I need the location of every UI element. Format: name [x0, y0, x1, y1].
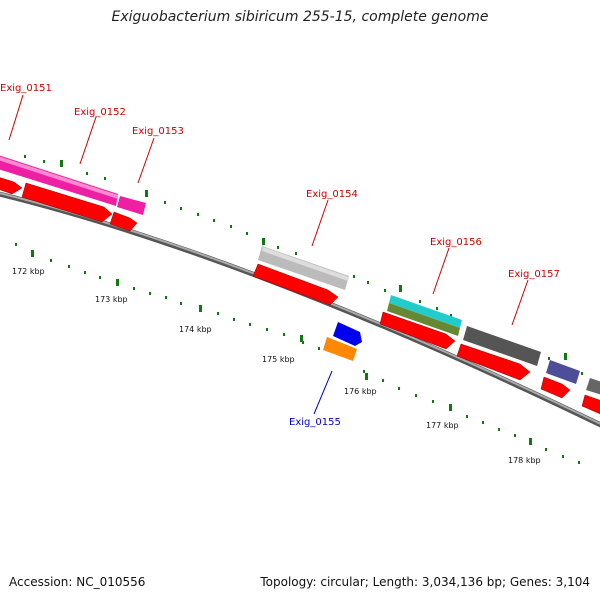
map-title: Exiguobacterium sibiricum 255-15, comple… [111, 9, 489, 25]
tick-label: 173 kbp [95, 295, 128, 304]
lower-tick-marks [31, 250, 532, 445]
tick-label: 175 kbp [262, 355, 295, 364]
accession-text: Accession: NC_010556 [9, 575, 146, 589]
tick-label: 174 kbp [179, 325, 212, 334]
tick-label: 172 kbp [12, 267, 45, 276]
upper-tick-row [24, 155, 583, 375]
cds-arrow [581, 394, 600, 415]
gene-label[interactable]: Exig_0156 [430, 237, 482, 248]
cds-arrow [21, 182, 113, 223]
label-leaders [8, 94, 529, 415]
gene-label[interactable]: Exig_0155 [289, 417, 341, 428]
cds-arrow [252, 263, 339, 306]
gene-bar [463, 326, 541, 366]
lower-tick-row [15, 243, 580, 464]
gene-label[interactable]: Exig_0154 [306, 189, 358, 200]
tick-label: 176 kbp [344, 387, 377, 396]
genome-backbone-highlight [0, 192, 600, 425]
gene-bar [0, 156, 118, 199]
gene-bar [586, 378, 600, 395]
gene-bar [387, 303, 460, 336]
gene-label[interactable]: Exig_0152 [74, 107, 126, 118]
cds-arrow [0, 177, 23, 195]
genome-summary-text: Topology: circular; Length: 3,034,136 bp… [260, 575, 590, 589]
gene-label[interactable]: Exig_0157 [508, 269, 560, 280]
gene-bar [389, 295, 462, 328]
cds-arrow [540, 376, 571, 399]
tick-label: 178 kbp [508, 456, 541, 465]
gene-bar [262, 247, 349, 281]
tick-label: 177 kbp [426, 421, 459, 430]
gene-bar [117, 196, 146, 215]
cds-arrow [109, 211, 138, 232]
gene-features [0, 155, 600, 395]
gene-bar [323, 337, 357, 361]
cds-arrows [0, 177, 600, 415]
gene-bar [333, 322, 362, 346]
cds-arrow [456, 343, 531, 381]
upper-tick-marks [60, 160, 567, 360]
genome-backbone [0, 191, 600, 428]
cds-arrow [379, 311, 456, 350]
gene-label[interactable]: Exig_0153 [132, 126, 184, 137]
gene-bar [546, 360, 580, 384]
gene-label[interactable]: Exig_0151 [0, 83, 52, 94]
